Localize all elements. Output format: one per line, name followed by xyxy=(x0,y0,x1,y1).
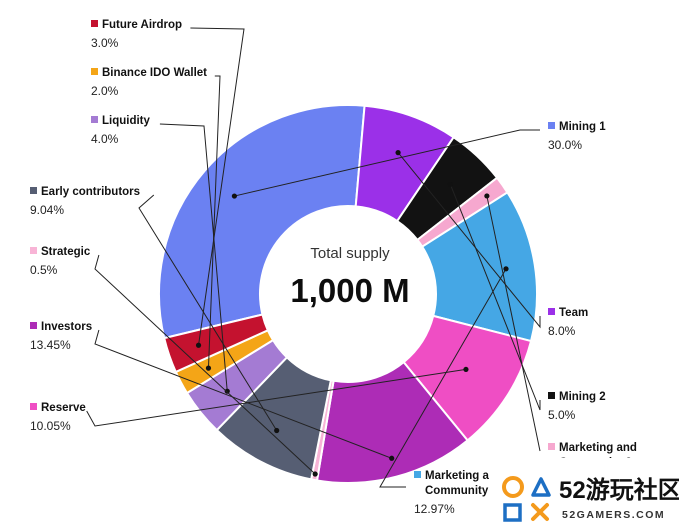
label-name-binance-ido-wallet: Binance IDO Wallet xyxy=(102,67,207,79)
label-value-strategic: 0.5% xyxy=(30,263,58,277)
watermark-logo-icon xyxy=(502,476,551,522)
legend-swatch-team xyxy=(548,308,555,315)
legend-swatch-future-airdrop xyxy=(91,20,98,27)
leader-line-strategic xyxy=(94,254,316,475)
label-name-marketing-and-community: Marketing a xyxy=(425,470,490,482)
legend-swatch-investors xyxy=(30,322,37,329)
legend-swatch-marketing-and-community-3 xyxy=(548,443,555,450)
watermark-backdrop xyxy=(497,463,679,530)
label-name-reserve: Reserve xyxy=(41,402,86,414)
leader-dot-team xyxy=(395,150,401,156)
legend-swatch-strategic xyxy=(30,247,37,254)
leader-line-mining-1 xyxy=(234,129,540,197)
leader-dot-mining-2 xyxy=(447,181,453,187)
label-value-mining-1: 30.0% xyxy=(548,138,582,152)
legend-swatch-marketing-and-community xyxy=(414,471,421,478)
center-title: Total supply xyxy=(310,245,390,262)
leader-line-liquidity xyxy=(159,123,228,392)
label-clip-mask xyxy=(548,458,679,466)
leader-dot-early-contributors xyxy=(274,427,280,434)
slice-mining-1 xyxy=(158,104,366,340)
slice-investors xyxy=(315,360,469,484)
legend-swatch-reserve xyxy=(30,403,37,410)
leader-dot-marketing-and-community-3 xyxy=(484,193,490,199)
legend-swatch-binance-ido-wallet xyxy=(91,68,98,75)
center-value: 1,000 M xyxy=(290,272,409,309)
label-name-early-contributors: Early contributors xyxy=(41,186,140,198)
label-value-early-contributors: 9.04% xyxy=(30,203,64,217)
leader-lines xyxy=(86,27,541,488)
leader-line-early-contributors xyxy=(138,194,278,431)
label-name-team: Team xyxy=(559,307,588,319)
label-name-strategic: Strategic xyxy=(41,246,91,258)
label-value-investors: 13.45% xyxy=(30,338,71,352)
label-value-marketing-and-community: 12.97% xyxy=(414,502,455,516)
leader-dot-liquidity xyxy=(224,388,230,394)
leader-dot-strategic xyxy=(312,471,318,477)
label-name-investors: Investors xyxy=(41,321,92,333)
leader-line-reserve xyxy=(86,368,467,427)
legend-swatch-early-contributors xyxy=(30,187,37,194)
leader-dot-binance-ido-wallet xyxy=(205,365,212,371)
label-name-liquidity: Liquidity xyxy=(102,115,151,127)
leader-line-team xyxy=(397,152,541,329)
leader-dot-marketing-and-community xyxy=(503,266,509,272)
label-value-binance-ido-wallet: 2.0% xyxy=(91,84,119,98)
leader-line-binance-ido-wallet xyxy=(207,75,221,369)
leader-dot-reserve xyxy=(463,366,469,373)
slice-labels: Future Airdrop 3.0% Binance IDO Wallet 2.0%… xyxy=(30,19,679,516)
watermark: 52游玩社区 52GAMERS.COM xyxy=(497,463,679,530)
label-name-marketing-and-community-3: Marketing and xyxy=(559,442,637,454)
label-value-reserve: 10.05% xyxy=(30,419,71,433)
legend-swatch-liquidity xyxy=(91,116,98,123)
leader-line-marketing-and-community xyxy=(379,268,507,488)
label-value-mining-2: 5.0% xyxy=(548,408,576,422)
label-value-team: 8.0% xyxy=(548,324,576,338)
leader-dot-future-airdrop xyxy=(195,342,202,348)
label-value-future-airdrop: 3.0% xyxy=(91,36,119,50)
label-name-future-airdrop: Future Airdrop xyxy=(102,19,182,31)
leader-line-mining-2 xyxy=(449,184,541,411)
legend-swatch-mining-2 xyxy=(548,392,555,399)
leader-line-investors xyxy=(94,329,392,459)
label-name2-marketing-and-community: Community xyxy=(425,485,489,497)
watermark-site: 52GAMERS.COM xyxy=(562,509,665,521)
label-name-mining-2: Mining 2 xyxy=(559,391,606,403)
leader-line-marketing-and-community-3 xyxy=(486,195,541,452)
leader-dot-investors xyxy=(389,455,395,461)
leader-dot-mining-1 xyxy=(231,193,237,199)
watermark-brand: 52游玩社区 xyxy=(559,476,679,504)
label-value-liquidity: 4.0% xyxy=(91,132,119,146)
legend-swatch-mining-1 xyxy=(548,122,555,129)
label-name-mining-1: Mining 1 xyxy=(559,121,606,133)
